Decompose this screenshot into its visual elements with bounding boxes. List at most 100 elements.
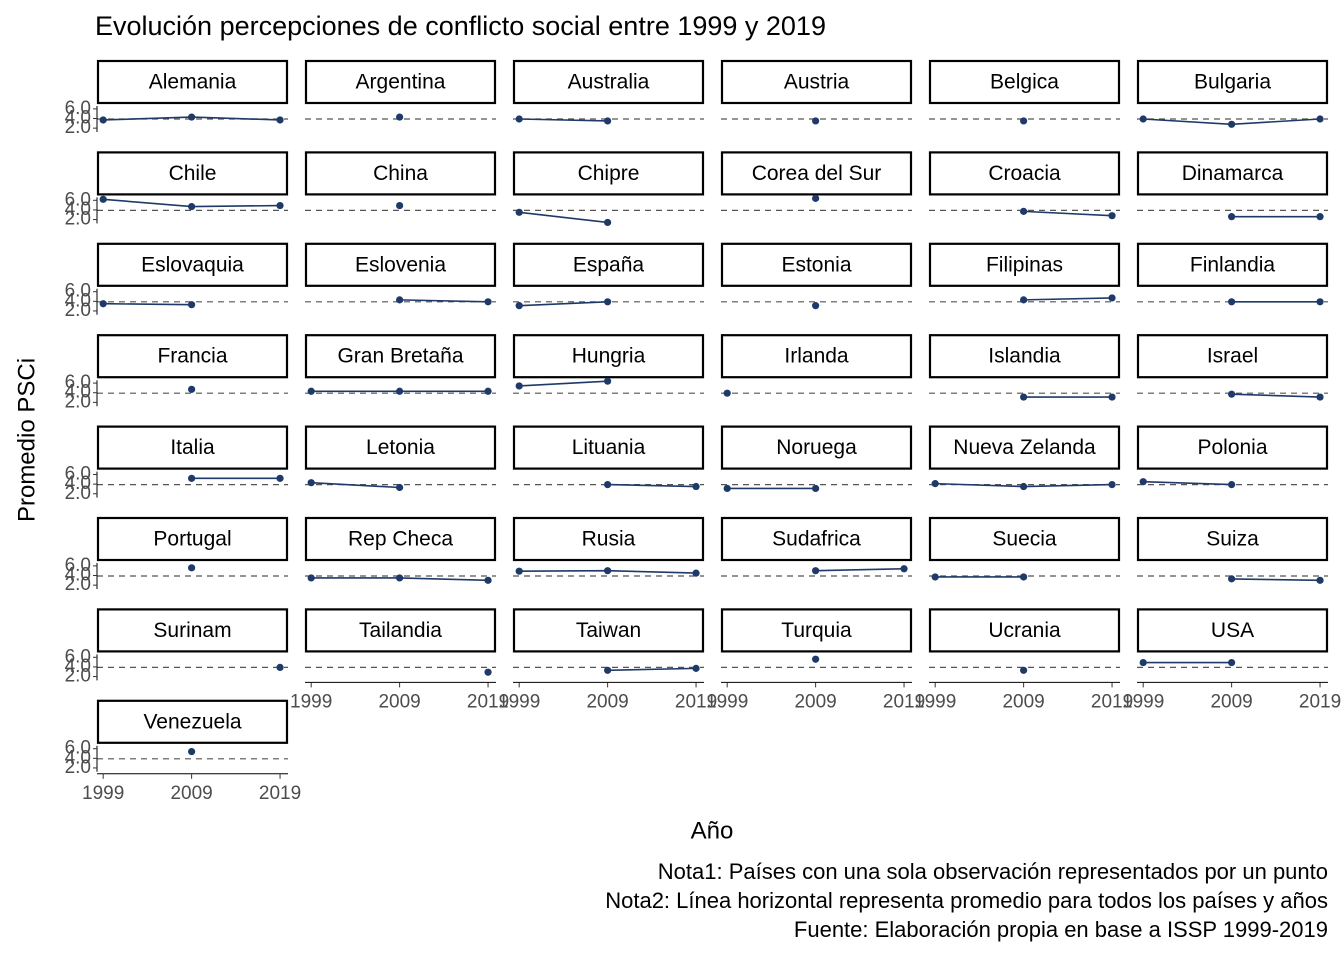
strip-label: Austria <box>784 71 850 94</box>
data-point <box>276 116 284 124</box>
data-point <box>692 482 700 491</box>
strip <box>720 59 913 105</box>
series-line <box>1023 210 1113 217</box>
data-point <box>276 201 284 210</box>
strip <box>96 334 289 379</box>
strip-label: Bulgaria <box>1194 71 1271 94</box>
y-tick-label: 2.0 <box>65 574 91 595</box>
x-tick-label: 1999 <box>1122 691 1164 712</box>
x-tick-label: 2009 <box>1210 691 1252 712</box>
strip-label: USA <box>1211 619 1254 642</box>
y-tick-label: 2.0 <box>65 209 91 230</box>
strip-label: Rusia <box>582 528 636 551</box>
x-tick-label: 2009 <box>586 691 628 712</box>
data-point <box>604 218 612 227</box>
x-tick-label: 1999 <box>82 783 124 804</box>
strip <box>928 59 1121 105</box>
series-line <box>519 301 608 307</box>
series-line <box>519 211 608 224</box>
data-point <box>900 565 908 573</box>
series-line <box>519 380 608 387</box>
data-point <box>396 113 404 121</box>
x-tick-label: 1999 <box>290 691 332 712</box>
x-tick-label: 2019 <box>675 691 717 712</box>
strip <box>304 151 497 196</box>
strip <box>720 516 913 562</box>
data-point <box>396 296 404 304</box>
data-point <box>1316 393 1324 401</box>
y-axis-label: Promedio PSCi <box>13 358 40 522</box>
strip-label: Italia <box>170 436 215 459</box>
strip-label: Irlanda <box>784 345 849 368</box>
data-point <box>99 116 107 124</box>
strip-label: Tailandia <box>359 619 442 642</box>
strip <box>720 334 913 379</box>
data-point <box>396 574 404 582</box>
data-point <box>604 377 612 385</box>
strip-label: Finlandia <box>1190 253 1276 276</box>
data-point <box>1228 120 1236 128</box>
strip <box>720 242 913 287</box>
data-point <box>604 666 612 674</box>
data-point <box>1108 212 1116 220</box>
strip-label: Suiza <box>1206 528 1259 551</box>
strip <box>96 608 289 653</box>
strip <box>1136 516 1329 562</box>
series-line <box>311 481 400 489</box>
data-point <box>812 194 820 202</box>
strip <box>720 608 913 653</box>
strip-label: Rep Checa <box>348 528 453 551</box>
strip <box>96 151 289 196</box>
strip-label: Turquia <box>781 619 852 642</box>
series-line <box>1231 578 1321 582</box>
data-point <box>723 389 731 397</box>
y-tick-label: 2.0 <box>65 666 91 687</box>
data-point <box>1316 576 1324 584</box>
data-point <box>1108 481 1116 489</box>
data-point <box>484 387 492 395</box>
strip <box>304 242 497 287</box>
strip <box>512 608 705 653</box>
strip-label: Suecia <box>992 528 1057 551</box>
x-tick-label: 2019 <box>1299 691 1341 712</box>
strip <box>1136 242 1329 287</box>
data-point <box>812 302 820 310</box>
x-tick-label: 1999 <box>706 691 748 712</box>
note: Nota2: Línea horizontal representa prome… <box>605 888 1328 913</box>
strip-label: Portugal <box>153 528 231 551</box>
data-point <box>188 202 196 211</box>
y-tick-label: 2.0 <box>65 483 91 504</box>
data-point <box>1020 482 1028 491</box>
x-tick-label: 2019 <box>259 783 301 804</box>
strip <box>720 425 913 470</box>
data-point <box>604 567 612 575</box>
strip <box>96 59 289 105</box>
y-tick-label: 4.0 <box>65 199 91 220</box>
y-tick-label: 6.0 <box>65 98 91 119</box>
y-tick-label: 2.0 <box>65 117 91 138</box>
strip <box>512 242 705 287</box>
strip-label: Alemania <box>149 71 237 94</box>
data-point <box>188 747 196 756</box>
data-point <box>396 201 404 210</box>
y-tick-label: 4.0 <box>65 747 91 768</box>
data-point <box>484 668 492 676</box>
strip-label: Chile <box>169 162 217 185</box>
data-point <box>692 664 700 672</box>
strip <box>96 699 289 744</box>
series-line <box>1231 393 1321 398</box>
data-point <box>396 483 404 492</box>
data-point <box>1139 115 1147 123</box>
x-tick-label: 1999 <box>914 691 956 712</box>
strip-label: Ucrania <box>988 619 1061 642</box>
strip <box>304 425 497 470</box>
data-point <box>99 195 107 203</box>
series-line <box>103 302 192 306</box>
y-tick-label: 6.0 <box>65 738 91 759</box>
strip-label: Surinam <box>153 619 231 642</box>
data-point <box>188 385 196 393</box>
strip <box>1136 608 1329 653</box>
strip-label: Croacia <box>988 162 1061 185</box>
y-tick-label: 2.0 <box>65 300 91 321</box>
